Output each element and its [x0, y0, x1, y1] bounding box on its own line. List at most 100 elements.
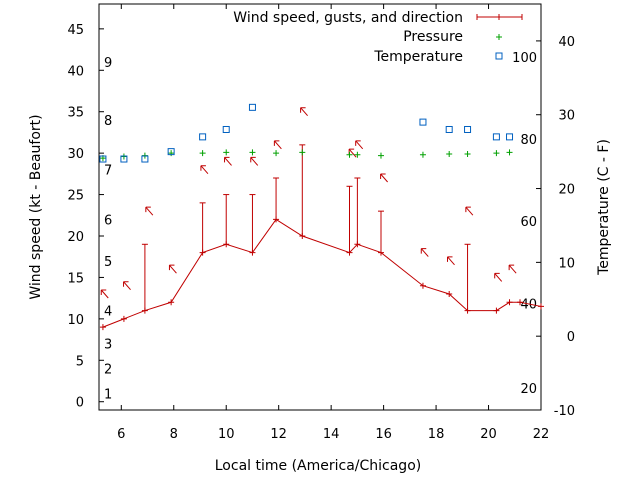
- wind-speed-point: [120, 315, 127, 322]
- x-tick-label: 14: [323, 427, 340, 442]
- wind-direction-arrow: [355, 140, 364, 150]
- wind-direction-arrow: [494, 273, 503, 282]
- wind-direction-arrowhead: [380, 173, 386, 179]
- wind-direction-arrowhead: [123, 281, 129, 287]
- y-tick-label: 0: [76, 396, 84, 411]
- wind-direction-arrow: [200, 165, 209, 175]
- y-tick-label: 5: [76, 354, 84, 369]
- temperature-point: [141, 155, 149, 163]
- wind-direction-arrowhead: [273, 140, 280, 146]
- legend-label-temperature: Temperature: [373, 49, 463, 65]
- wind-direction-arrowhead: [447, 256, 453, 262]
- wind-direction-arrowhead: [200, 165, 206, 171]
- temperature-point: [99, 155, 107, 163]
- pressure-point: [273, 150, 280, 157]
- pressure-point: [377, 152, 384, 159]
- wind-speed-line: [102, 218, 542, 328]
- pressure-point: [464, 150, 471, 157]
- legend-swatch-temperature: [495, 52, 503, 60]
- wind-direction-arrow: [447, 256, 455, 266]
- wind-direction-arrowhead: [465, 206, 471, 213]
- wind-direction-arrowhead: [355, 140, 361, 146]
- legend-swatches: [476, 14, 523, 60]
- beaufort-label: 3: [104, 338, 112, 353]
- wind-direction-arrow: [420, 248, 429, 257]
- x-tick-label: 12: [270, 427, 287, 442]
- fahrenheit-label: 100: [512, 51, 537, 66]
- plot-area: 1 2 3 4 5 6 7 8 9 20 40 60 80 100: [99, 51, 544, 402]
- pressure-point: [354, 151, 361, 158]
- wind-direction-arrow: [508, 264, 517, 274]
- wind-speed-point: [446, 291, 453, 297]
- x-tick-label: 8: [170, 427, 178, 442]
- x-tick-label: 6: [117, 427, 125, 442]
- wind-direction-arrow: [300, 107, 308, 117]
- y-tick-label: 45: [67, 23, 84, 38]
- fahrenheit-label: 20: [520, 382, 537, 397]
- x-tick-label: 18: [428, 427, 445, 442]
- wind-direction-arrowhead: [494, 272, 500, 279]
- wind-speed-point: [99, 324, 106, 331]
- beaufort-label: 8: [104, 114, 112, 129]
- temperature-point: [492, 133, 500, 141]
- wind-speed-point: [168, 299, 175, 306]
- wind-direction-arrowhead: [300, 107, 306, 113]
- pressure-point: [446, 150, 453, 157]
- wind-direction-arrow: [273, 140, 282, 150]
- wind-direction-arrowhead: [420, 248, 427, 254]
- beaufort-label: 5: [104, 255, 112, 270]
- y-tick-label: 30: [67, 147, 84, 162]
- x-axis-title: Local time (America/Chicago): [215, 458, 421, 474]
- pressure-point: [223, 149, 230, 156]
- pressure-point: [249, 149, 256, 156]
- x-tick-label: 20: [480, 427, 497, 442]
- wind-direction-arrow: [465, 206, 474, 216]
- beaufort-label: 4: [104, 305, 112, 320]
- x-tick-label: 22: [533, 427, 550, 442]
- y2-tick-label: 30: [558, 109, 575, 124]
- fahrenheit-label: 40: [520, 298, 537, 313]
- wind-direction-arrowhead: [224, 156, 230, 163]
- y2-tick-label: 40: [558, 35, 575, 50]
- wind-direction-arrow: [224, 157, 232, 166]
- legend-label-pressure: Pressure: [403, 29, 463, 45]
- pressure-point: [419, 151, 426, 158]
- pressure-point: [299, 149, 306, 156]
- beaufort-label: 9: [104, 56, 112, 71]
- pressure-point: [168, 150, 175, 157]
- legend-label-wind: Wind speed, gusts, and direction: [233, 10, 463, 26]
- wind-direction-arrow: [145, 206, 154, 216]
- y-tick-label: 35: [67, 106, 84, 121]
- pressure-point: [506, 149, 513, 156]
- temperature-point: [120, 155, 128, 163]
- x-tick-label: 16: [375, 427, 392, 442]
- y-axis-title: Wind speed (kt - Beaufort): [28, 114, 44, 299]
- wind-direction-arrow: [169, 264, 177, 274]
- legend-swatch-pressure: [496, 34, 502, 40]
- y2-tick-label: -10: [554, 404, 575, 419]
- wind-direction-arrowhead: [508, 264, 515, 271]
- wind-speed-point: [493, 307, 500, 314]
- fahrenheit-label: 80: [520, 133, 537, 148]
- wind-direction-arrowhead: [168, 264, 175, 271]
- wind-speed-point: [419, 282, 426, 289]
- wind-direction-arrow: [250, 157, 259, 166]
- y-tick-label: 40: [67, 64, 84, 79]
- y-tick-label: 20: [67, 230, 84, 245]
- y-tick-label: 25: [67, 189, 84, 204]
- y-tick-label: 10: [67, 313, 84, 328]
- temperature-point: [199, 133, 207, 141]
- pressure-point: [199, 150, 206, 157]
- axis-ticks: 6 8 10 12 14 16 18 20 22051015202530354045-10010…: [67, 4, 575, 442]
- wind-direction-arrow: [100, 289, 109, 299]
- temperature-point: [464, 125, 472, 133]
- wind-direction-arrow: [123, 281, 131, 291]
- wind-direction-arrowhead: [250, 156, 256, 163]
- pressure-point: [493, 150, 500, 157]
- wind-speed-point: [538, 303, 544, 310]
- pressure-point: [346, 151, 353, 158]
- beaufort-label: 7: [104, 164, 112, 179]
- wind-direction-arrow: [348, 148, 357, 158]
- beaufort-label: 6: [104, 213, 112, 228]
- beaufort-label: 2: [104, 363, 112, 378]
